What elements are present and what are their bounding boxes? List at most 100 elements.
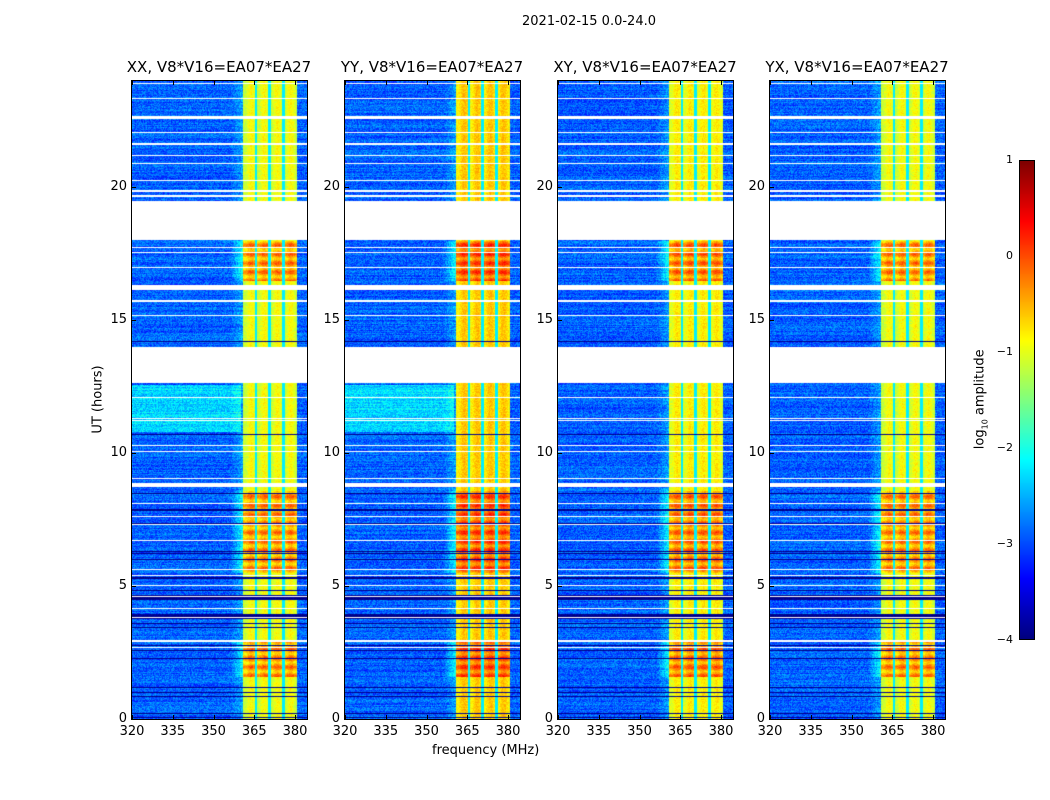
y-tick-label: 20 (110, 179, 127, 195)
y-tick-label: 15 (110, 312, 127, 328)
x-tick-mark (598, 81, 600, 85)
x-tick-label: 350 (414, 724, 439, 739)
colorbar (1019, 160, 1035, 640)
y-tick-mark (345, 320, 349, 322)
y-tick-mark (770, 187, 774, 189)
x-tick-label: 380 (708, 724, 734, 739)
x-tick-mark (810, 81, 812, 85)
y-tick-mark (345, 719, 349, 720)
x-tick-mark (680, 81, 682, 85)
y-tick-mark (558, 719, 562, 720)
y-tick-mark (558, 320, 562, 322)
x-tick-label: 380 (495, 724, 521, 739)
x-tick-mark (933, 715, 935, 719)
x-tick-mark (508, 81, 510, 85)
x-tick-label: 350 (839, 724, 864, 739)
y-tick-mark (558, 586, 562, 588)
y-tick-label: 5 (118, 578, 127, 594)
x-tick-mark (598, 715, 600, 719)
x-tick-mark (851, 715, 853, 719)
x-tick-mark (892, 715, 894, 719)
x-tick-label: 365 (241, 724, 267, 739)
x-tick-label: 320 (545, 724, 571, 739)
x-tick-mark (213, 81, 215, 85)
x-tick-mark (385, 715, 387, 719)
x-tick-mark (508, 715, 510, 719)
panel-title: XY, V8*V16=EA07*EA27 (553, 58, 737, 76)
y-tick-mark (770, 586, 774, 588)
x-tick-mark (558, 81, 559, 85)
x-tick-mark (770, 81, 771, 85)
y-tick-label: 0 (118, 711, 127, 726)
x-tick-mark (639, 81, 641, 85)
x-tick-label: 335 (798, 724, 824, 739)
y-axis-label: UT (hours) (90, 365, 106, 434)
y-tick-mark (770, 719, 774, 720)
y-tick-mark (132, 586, 136, 588)
x-tick-mark (254, 81, 256, 85)
figure-title: 2021-02-15 0.0-24.0 (522, 14, 656, 29)
y-tick-mark (345, 187, 349, 189)
x-tick-label: 380 (282, 724, 308, 739)
heatmap-panel (769, 80, 946, 720)
x-tick-mark (132, 81, 133, 85)
heatmap-cells (132, 81, 307, 719)
y-tick-label: 20 (748, 179, 765, 195)
panel-title: YX, V8*V16=EA07*EA27 (765, 58, 949, 76)
colorbar-tick-label: 1 (1006, 153, 1013, 166)
x-tick-label: 320 (332, 724, 358, 739)
x-tick-label: 380 (920, 724, 946, 739)
colorbar-tick-label: −2 (996, 441, 1013, 454)
y-tick-mark (132, 320, 136, 322)
x-tick-mark (254, 715, 256, 719)
x-tick-mark (345, 715, 346, 719)
colorbar-tick-label: −4 (996, 633, 1013, 646)
x-tick-mark (467, 81, 469, 85)
x-tick-mark (558, 715, 559, 719)
x-tick-label: 365 (454, 724, 480, 739)
x-tick-mark (721, 715, 723, 719)
x-tick-mark (385, 81, 387, 85)
x-tick-label: 365 (879, 724, 905, 739)
y-tick-label: 5 (331, 578, 340, 594)
x-tick-mark (770, 715, 771, 719)
y-tick-label: 20 (536, 179, 553, 195)
y-tick-label: 20 (323, 179, 340, 195)
x-tick-mark (172, 715, 174, 719)
x-axis-label: frequency (MHz) (432, 743, 540, 758)
x-tick-mark (295, 81, 297, 85)
x-tick-label: 320 (119, 724, 145, 739)
x-tick-label: 320 (757, 724, 783, 739)
y-tick-label: 0 (544, 711, 553, 726)
heatmap-panel (344, 80, 521, 720)
x-tick-mark (345, 81, 346, 85)
x-tick-mark (721, 81, 723, 85)
x-tick-mark (810, 715, 812, 719)
x-tick-label: 350 (627, 724, 652, 739)
colorbar-tick-label: 0 (1006, 249, 1013, 262)
y-tick-mark (770, 453, 774, 455)
x-tick-label: 335 (160, 724, 186, 739)
x-tick-mark (933, 81, 935, 85)
y-tick-mark (132, 187, 136, 189)
x-tick-mark (132, 715, 133, 719)
y-tick-mark (558, 453, 562, 455)
x-tick-mark (213, 715, 215, 719)
heatmap-panel (557, 80, 734, 720)
x-tick-mark (426, 715, 428, 719)
x-tick-mark (892, 81, 894, 85)
y-tick-label: 5 (756, 578, 765, 594)
x-tick-label: 365 (667, 724, 693, 739)
y-tick-mark (770, 320, 774, 322)
heatmap-panel (131, 80, 308, 720)
x-tick-label: 350 (201, 724, 226, 739)
x-tick-mark (295, 715, 297, 719)
x-tick-mark (172, 81, 174, 85)
x-tick-label: 335 (586, 724, 612, 739)
y-tick-label: 10 (748, 445, 765, 461)
y-tick-label: 10 (323, 445, 340, 461)
y-tick-mark (345, 453, 349, 455)
colorbar-tick-label: −1 (996, 345, 1013, 358)
x-tick-mark (680, 715, 682, 719)
